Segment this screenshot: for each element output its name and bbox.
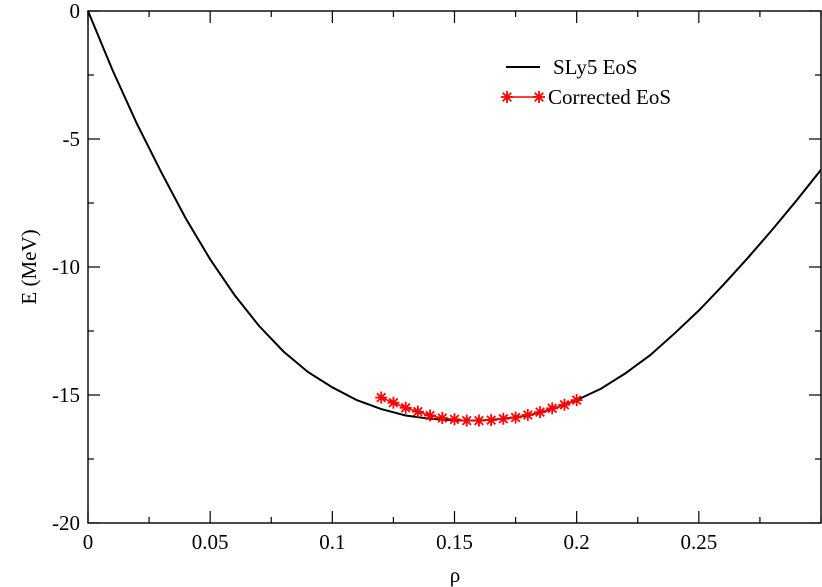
x-tick-label: 0.15 — [436, 530, 473, 554]
data-point-corrected — [399, 401, 412, 414]
legend-label-corrected: Corrected EoS — [548, 85, 671, 109]
y-tick-label: -20 — [52, 511, 80, 535]
y-axis-title: E (MeV) — [17, 229, 41, 304]
legend-label-sly5: SLy5 EoS — [553, 55, 638, 79]
data-point-corrected — [460, 414, 473, 427]
y-tick-label: -5 — [63, 127, 81, 151]
data-point-corrected — [509, 411, 522, 424]
data-point-corrected — [411, 405, 424, 418]
series-layer — [87, 10, 822, 427]
y-tick-label: -10 — [52, 255, 80, 279]
legend-marker-corrected — [501, 91, 513, 103]
data-point-corrected — [448, 413, 461, 426]
x-tick-label: 0.05 — [192, 530, 229, 554]
x-axis-title: ρ — [450, 563, 460, 587]
data-point-corrected — [497, 412, 510, 425]
data-point-corrected — [534, 406, 547, 419]
legend-markers-corrected — [501, 91, 545, 103]
data-point-corrected — [375, 391, 388, 404]
y-tick-label: -15 — [52, 383, 80, 407]
data-point-corrected — [558, 398, 571, 411]
data-point-corrected — [546, 402, 559, 415]
series-line-sly5 — [87, 10, 822, 422]
ticks — [87, 10, 822, 524]
data-point-corrected — [424, 409, 437, 422]
data-point-corrected — [436, 412, 449, 425]
legend: SLy5 EoS Corrected EoS — [501, 55, 671, 109]
x-tick-label: 0.1 — [319, 530, 345, 554]
x-tick-label: 0 — [83, 530, 94, 554]
plot-frame — [87, 10, 822, 524]
data-point-corrected — [521, 408, 534, 421]
data-point-corrected — [570, 394, 583, 407]
y-tick-label: 0 — [70, 0, 81, 23]
legend-marker-corrected — [533, 91, 545, 103]
x-tick-label: 0.2 — [564, 530, 590, 554]
data-point-corrected — [472, 414, 485, 427]
data-point-corrected — [485, 414, 498, 427]
x-tick-label: 0.25 — [680, 530, 717, 554]
data-point-corrected — [387, 396, 400, 409]
tick-labels: 0 0.05 0.1 0.15 0.2 0.25 -20 -15 -10 -5 0 — [52, 0, 717, 554]
